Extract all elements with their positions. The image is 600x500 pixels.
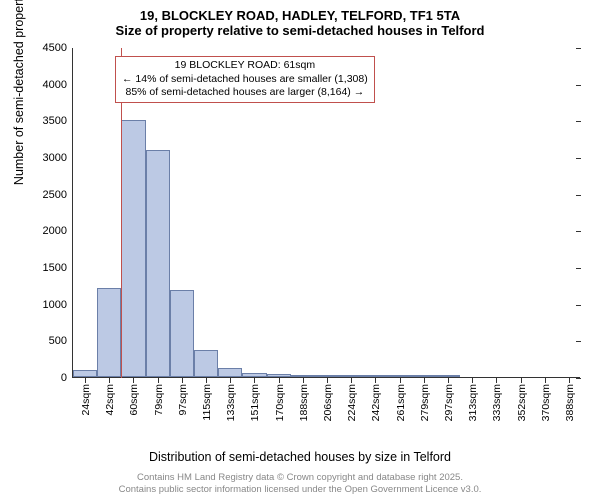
x-axis-label: Distribution of semi-detached houses by … [0,450,600,464]
x-tick-mark [375,378,376,383]
x-tick-label: 60sqm [126,384,140,416]
x-tick-mark [158,378,159,383]
x-tick-label: 242sqm [368,384,382,421]
y-tick-mark [576,305,581,306]
bar [339,375,363,377]
footer-attribution: Contains HM Land Registry data © Crown c… [0,472,600,496]
bar [412,375,436,377]
bar [267,374,291,377]
x-tick-mark [424,378,425,383]
x-tick-label: 115sqm [199,384,213,421]
y-tick-mark [576,341,581,342]
bar [387,375,411,377]
x-tick-mark [545,378,546,383]
x-tick-label: 97sqm [175,384,189,416]
y-tick-label: 1000 [43,299,73,311]
callout-line3: 85% of semi-detached houses are larger (… [122,86,368,100]
x-tick-label: 352sqm [514,384,528,421]
x-tick-label: 206sqm [320,384,334,421]
x-tick-label: 133sqm [223,384,237,421]
x-tick-mark [569,378,570,383]
y-tick-mark [576,195,581,196]
x-tick-mark [279,378,280,383]
x-tick-label: 24sqm [78,384,92,416]
x-tick-mark [521,378,522,383]
chart-title: 19, BLOCKLEY ROAD, HADLEY, TELFORD, TF1 … [0,0,600,38]
x-tick-label: 313sqm [465,384,479,421]
y-tick-mark [576,378,581,379]
x-tick-label: 79sqm [151,384,165,416]
x-tick-mark [85,378,86,383]
y-tick-label: 3000 [43,152,73,164]
y-tick-mark [576,48,581,49]
x-tick-label: 224sqm [344,384,358,421]
x-tick-label: 170sqm [272,384,286,421]
x-tick-mark [327,378,328,383]
histogram-chart: 19, BLOCKLEY ROAD, HADLEY, TELFORD, TF1 … [0,0,600,500]
bar [363,375,387,377]
x-tick-mark [448,378,449,383]
x-tick-label: 370sqm [538,384,552,421]
bar [97,288,121,377]
y-tick-mark [576,85,581,86]
bar [73,370,97,377]
bar [121,120,145,377]
x-tick-mark [182,378,183,383]
y-tick-label: 4500 [43,42,73,54]
x-tick-label: 279sqm [417,384,431,421]
property-callout: 19 BLOCKLEY ROAD: 61sqm← 14% of semi-det… [115,56,375,103]
x-tick-mark [472,378,473,383]
x-tick-label: 388sqm [562,384,576,421]
x-tick-label: 333sqm [489,384,503,421]
y-tick-label: 2000 [43,225,73,237]
bar [315,375,339,377]
x-tick-mark [254,378,255,383]
callout-line1: 19 BLOCKLEY ROAD: 61sqm [122,59,368,73]
y-tick-label: 0 [61,372,73,384]
x-tick-mark [230,378,231,383]
x-tick-label: 151sqm [247,384,261,421]
y-tick-mark [576,121,581,122]
bar [436,375,460,377]
x-tick-mark [303,378,304,383]
callout-line2: ← 14% of semi-detached houses are smalle… [122,73,368,87]
x-tick-mark [206,378,207,383]
y-tick-mark [576,268,581,269]
x-tick-label: 188sqm [296,384,310,421]
x-tick-mark [109,378,110,383]
title-line2: Size of property relative to semi-detach… [0,23,600,38]
bar [194,350,218,377]
y-tick-label: 3500 [43,115,73,127]
bar [170,290,194,377]
x-tick-mark [496,378,497,383]
y-tick-label: 500 [49,335,73,347]
plot-area: 05001000150020002500300035004000450024sq… [72,48,580,378]
x-tick-mark [400,378,401,383]
bar [242,373,266,377]
bar [146,150,170,377]
y-tick-label: 4000 [43,79,73,91]
bar [291,375,315,377]
y-tick-label: 2500 [43,189,73,201]
x-tick-label: 297sqm [441,384,455,421]
y-tick-mark [576,231,581,232]
title-line1: 19, BLOCKLEY ROAD, HADLEY, TELFORD, TF1 … [0,8,600,23]
bar [218,368,242,377]
x-tick-label: 261sqm [393,384,407,421]
x-tick-label: 42sqm [102,384,116,416]
y-axis-label: Number of semi-detached properties [12,0,26,185]
y-tick-label: 1500 [43,262,73,274]
x-tick-mark [133,378,134,383]
footer-line1: Contains HM Land Registry data © Crown c… [0,472,600,484]
x-tick-mark [351,378,352,383]
y-tick-mark [576,158,581,159]
footer-line2: Contains public sector information licen… [0,484,600,496]
